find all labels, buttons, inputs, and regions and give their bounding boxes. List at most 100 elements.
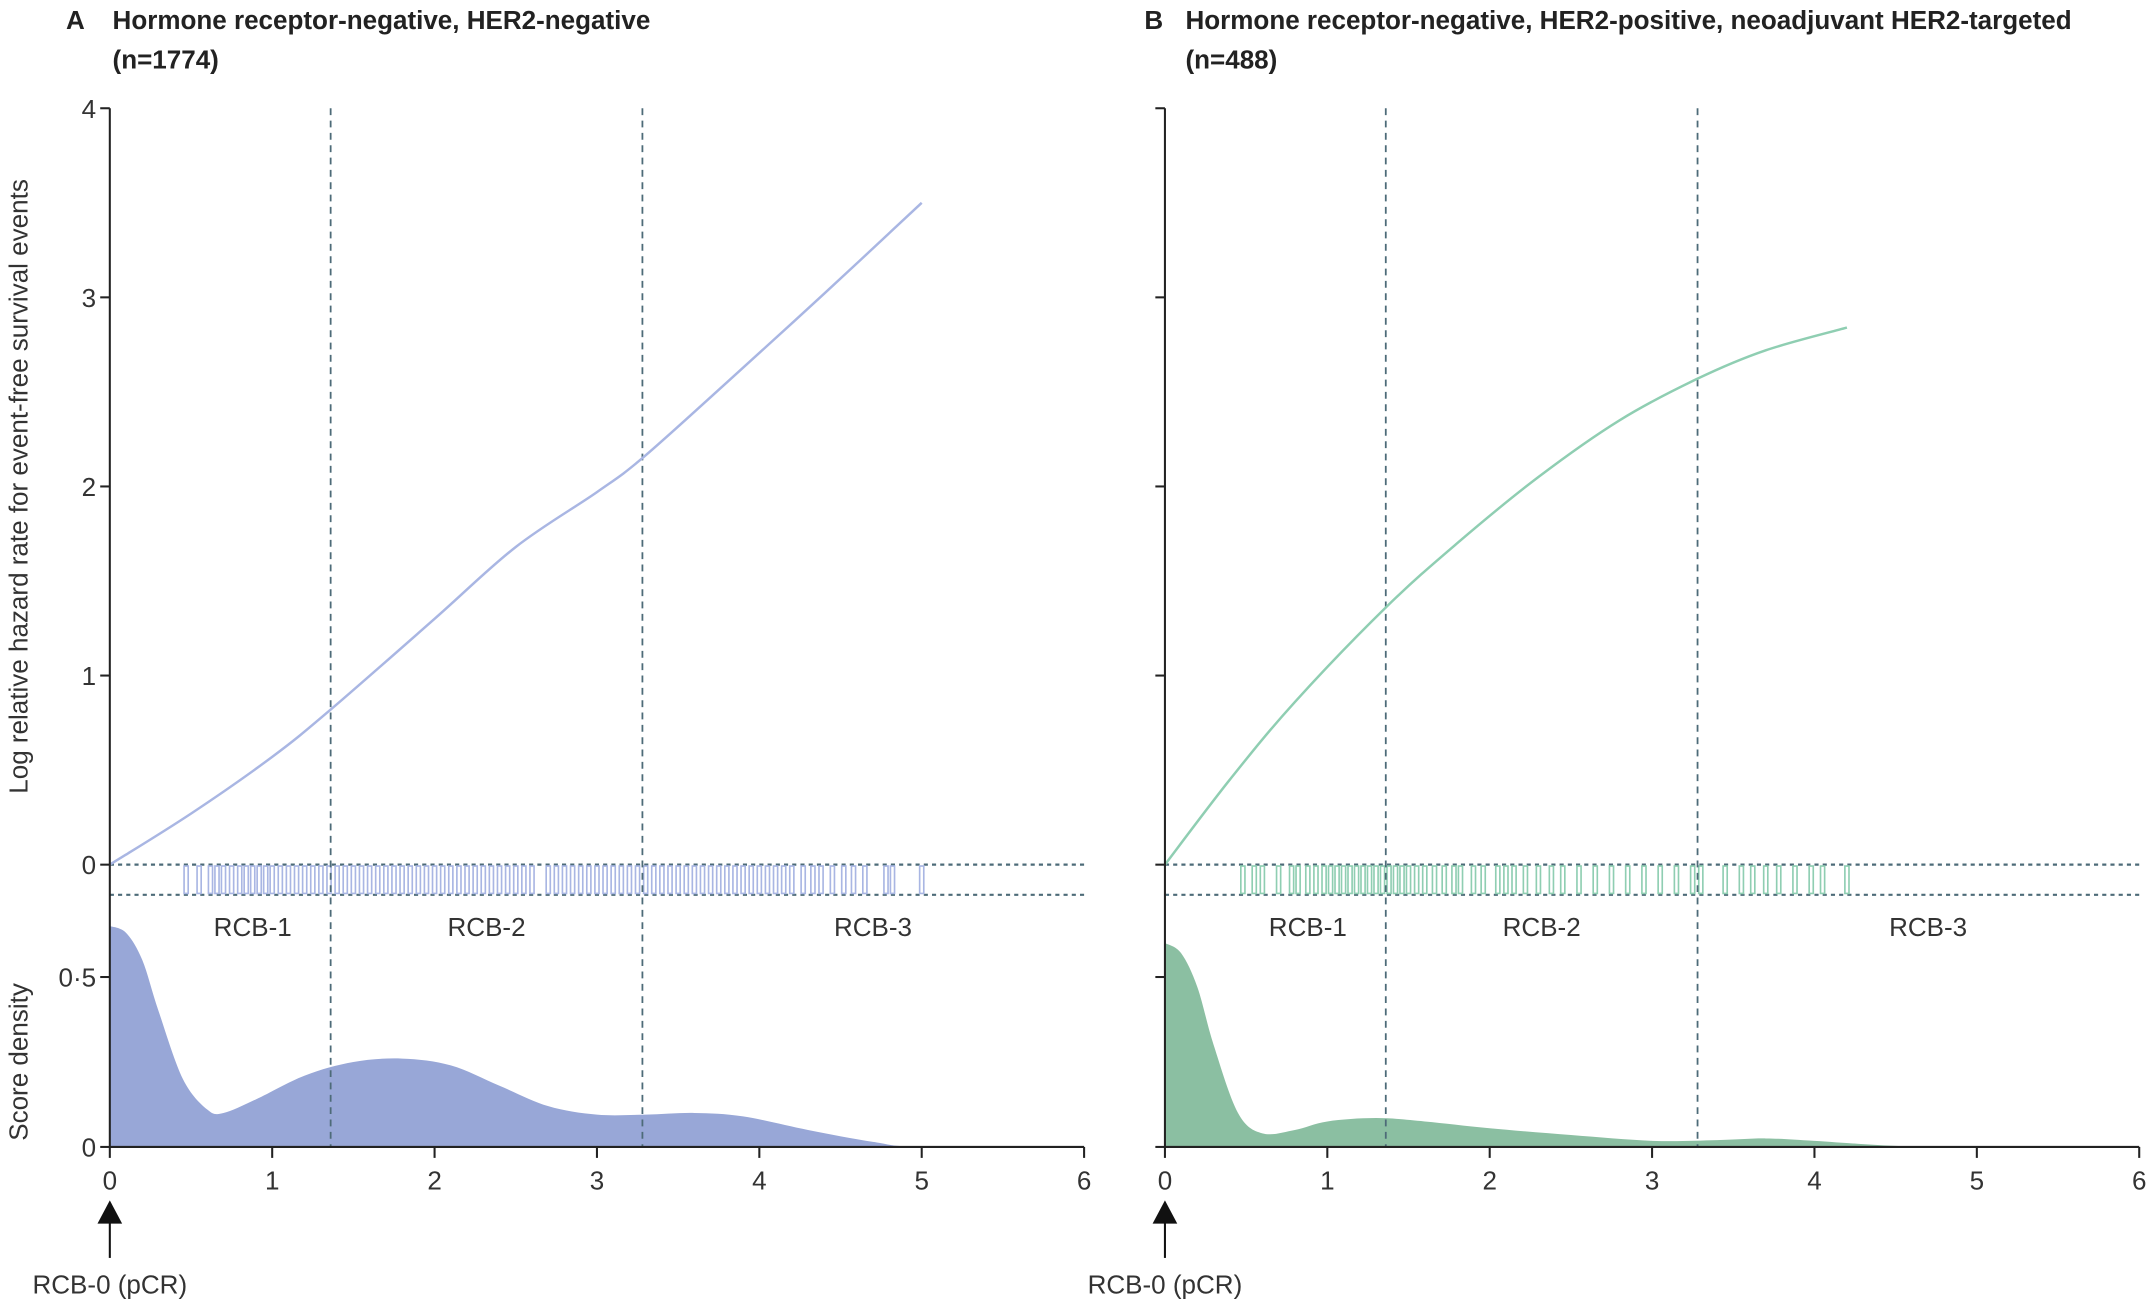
panel-a-rug-mark	[407, 865, 414, 895]
panel-b-x-tick-label: 6	[2132, 1165, 2146, 1195]
panel-a-rug-mark	[715, 865, 722, 895]
panel-a-rug-mark	[748, 865, 755, 895]
panel-a-rug-mark	[415, 865, 422, 895]
panel-a-rug-mark	[236, 865, 243, 895]
panel-b-rug-mark	[1240, 865, 1246, 895]
panel-b-rug-mark	[1697, 865, 1704, 895]
panel-a-rug-mark	[862, 865, 868, 895]
panel-a-rug-mark	[512, 865, 519, 895]
panel-b-rug-mark	[1749, 865, 1756, 895]
panel-b-x-tick-label: 5	[1970, 1165, 1984, 1195]
panel-a-rug-mark	[602, 865, 608, 895]
panel-b-rug-mark	[1353, 865, 1360, 895]
panel-a-x-tick-label: 6	[1077, 1165, 1091, 1195]
panel-a-rug-mark	[585, 865, 592, 895]
panel-b-rug-mark	[1457, 865, 1464, 895]
panel-b-rug-mark	[1470, 865, 1477, 895]
panel-a-rug-mark	[889, 865, 896, 895]
panel-a-rug-mark	[642, 865, 649, 895]
y-axis-label-density: Score density	[4, 983, 34, 1141]
panel-b-rug-mark	[1441, 865, 1448, 895]
panel-a-hazard-tick-label: 2	[82, 472, 96, 502]
panel-a-letter: A	[66, 5, 85, 35]
panel-b-rug-mark	[1347, 865, 1353, 895]
panel-b-rug-mark	[1288, 865, 1295, 895]
panel-a-rug-mark	[521, 865, 527, 895]
panel-b-rug-mark	[1366, 865, 1373, 895]
panel-a-rug-mark	[626, 865, 633, 895]
panel-a-rug-mark	[277, 865, 284, 895]
panel-a-arrow-icon	[97, 1200, 123, 1224]
panel-a-rug-mark	[634, 865, 641, 895]
panel-b-rug-mark	[1624, 865, 1631, 895]
y-axis-label-hazard: Log relative hazard rate for event-free …	[4, 179, 34, 794]
panel-b-x-tick-label: 3	[1645, 1165, 1659, 1195]
panel-b-rug-mark	[1535, 865, 1542, 895]
panel-a-rug-mark	[423, 865, 430, 895]
panel-a-rug-mark	[659, 865, 665, 895]
panel-a-rug-mark	[318, 865, 324, 895]
panel-a-rug-mark	[850, 865, 857, 895]
panel-a-rug-mark	[800, 865, 807, 895]
panel-a-rug-mark	[358, 865, 365, 895]
panel-b-rug-mark	[1321, 865, 1327, 895]
panel-a-rug-mark	[675, 865, 682, 895]
panel-a-rug-mark	[480, 865, 487, 895]
panel-a-x-tick-label: 4	[752, 1165, 766, 1195]
panel-a-rug-mark	[707, 865, 714, 895]
panel-b-rug-mark	[1576, 865, 1582, 895]
panel-b-rug-mark	[1559, 865, 1566, 895]
panel-a-rug-mark	[918, 865, 925, 895]
panel-a-class-label: RCB-2	[448, 912, 526, 942]
panel-b: 0 1 2 3 4 5 6 RCB-1 RCB-2 RCB-3 RCB-0 (pCR)	[1088, 107, 2146, 1300]
panel-a-rug-mark	[818, 865, 824, 895]
panel-a-rug-mark	[553, 865, 560, 895]
panel-b-rug-mark	[1259, 865, 1266, 895]
panel-a-rug-mark	[594, 865, 600, 895]
panel-a-rug-mark	[366, 865, 373, 895]
panel-a-class-label: RCB-1	[214, 912, 292, 942]
panel-b-rug-mark	[1503, 865, 1509, 895]
panel-b-rug-mark	[1251, 865, 1258, 895]
panel-a-rug-mark	[342, 865, 349, 895]
panel-a-rug-mark	[772, 865, 779, 895]
panel-b-rug-mark	[1592, 865, 1599, 895]
panel-b-rug-mark	[1548, 865, 1555, 895]
panel-a-hazard-curve	[109, 201, 923, 866]
panel-a-x-tick-label: 1	[265, 1165, 279, 1195]
panel-b-rug-mark	[1399, 865, 1405, 895]
panel-b-title: Hormone receptor-negative, HER2-positive…	[1185, 5, 2071, 35]
panel-b-rug-mark	[1379, 865, 1386, 895]
panel-a-rug-mark	[764, 865, 771, 895]
panel-a-rug-mark	[220, 865, 227, 895]
panel-a: 0 1 2 3 4 0 0·5 0 1 2 3 4 5 6 RCB-1 RCB-2 RCB-3 RCB-0 (pC…	[32, 94, 1091, 1300]
panel-b-rug-mark	[1327, 865, 1334, 895]
panel-a-rug-mark	[256, 865, 263, 895]
panel-b-class-label: RCB-3	[1889, 912, 1967, 942]
panel-a-rug-mark	[464, 865, 470, 895]
panel-b-rug-mark	[1421, 865, 1428, 895]
panel-b-rug-mark	[1494, 865, 1501, 895]
panel-a-title: Hormone receptor-negative, HER2-negative	[113, 5, 651, 35]
panel-b-rug-mark	[1808, 865, 1815, 895]
panel-b-rug-mark	[1392, 865, 1399, 895]
panel-a-rug-mark	[196, 865, 203, 895]
panel-b-rug-mark	[1304, 865, 1311, 895]
panel-b-class-label: RCB-2	[1503, 912, 1581, 942]
panel-a-rug-mark	[545, 865, 552, 895]
panel-a-rug-mark	[577, 865, 584, 895]
panel-a-rug-mark	[183, 865, 190, 895]
panel-b-letter: B	[1144, 5, 1163, 35]
panel-a-rug-mark	[732, 865, 738, 895]
panel-a-rug-mark	[810, 865, 816, 895]
panel-b-rug-mark	[1722, 865, 1729, 895]
panel-a-rug-mark	[269, 865, 276, 895]
panel-a-rug-mark	[618, 865, 625, 895]
panel-a-rug-mark	[391, 865, 397, 895]
panel-a-rug-mark	[334, 865, 341, 895]
panel-a-rug-mark	[207, 865, 214, 895]
panel-a-density-tick-label: 0	[82, 1133, 96, 1163]
panel-a-x-tick-label: 3	[590, 1165, 604, 1195]
panel-a-rug-mark	[447, 865, 454, 895]
panel-b-x-tick-label: 2	[1482, 1165, 1496, 1195]
